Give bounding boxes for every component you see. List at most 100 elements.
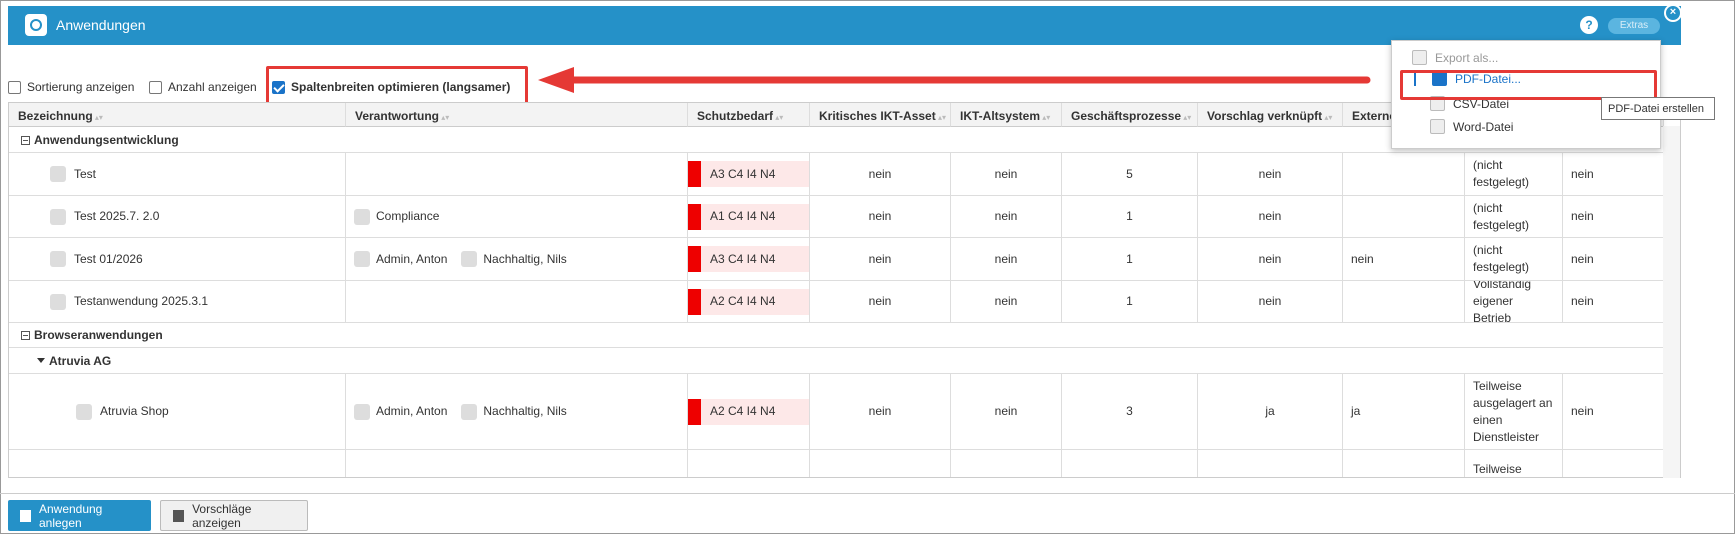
table-cell: nein xyxy=(1563,238,1664,281)
protection-level: A1 C4 I4 N4 xyxy=(688,203,809,230)
toggle-icon[interactable] xyxy=(21,135,30,145)
table-cell: Teilweise ausgelagert an einen Dienstlei… xyxy=(1465,374,1563,450)
button[interactable]: Vorschläge anzeigen xyxy=(160,500,308,531)
app-name: Test 01/2026 xyxy=(74,251,143,266)
table-cell: nein xyxy=(1198,153,1343,196)
table-cell: nein xyxy=(1563,374,1664,450)
column-header: Geschäftsprozesse xyxy=(1062,103,1198,127)
toggle-icon[interactable] xyxy=(37,358,45,363)
checkbox[interactable] xyxy=(149,80,162,94)
table-cell: nein xyxy=(951,281,1062,323)
table-cell: Test xyxy=(9,153,346,196)
table-cell: Admin, Anton Nachhaltig, Nils xyxy=(346,374,688,450)
option[interactable]: Sortierung anzeigen xyxy=(8,80,134,94)
menu-label: PDF-Datei... xyxy=(1455,71,1522,86)
button[interactable]: Anwendung anlegen xyxy=(8,500,151,531)
checkbox[interactable] xyxy=(8,80,21,94)
person-icon xyxy=(461,251,478,267)
table-cell xyxy=(346,450,688,477)
table-cell: (nicht festgelegt) xyxy=(1465,196,1563,238)
table-cell xyxy=(951,450,1062,477)
cell-text: nein xyxy=(868,166,892,181)
table-cell xyxy=(1198,450,1343,477)
menu-title-text: Export als... xyxy=(1435,50,1499,65)
toggle-icon[interactable] xyxy=(21,330,30,340)
person-name: Nachhaltig, Nils xyxy=(483,251,567,266)
cell-text: nein xyxy=(994,166,1018,181)
cell-text: nein xyxy=(1351,251,1374,266)
option-label: Anzahl anzeigen xyxy=(168,80,257,94)
table-cell: nein xyxy=(951,374,1062,450)
button-icon xyxy=(20,509,31,522)
table-cell xyxy=(810,450,951,477)
table-cell: Test 2025.7. 2.0 xyxy=(9,196,346,238)
table-cell xyxy=(1343,281,1465,323)
table-cell: 1 xyxy=(1062,196,1198,238)
cell-text: Teilweise ausgelagert an einen Dienstlei… xyxy=(1473,378,1553,444)
cell-text: nein xyxy=(1258,251,1282,266)
app-icon xyxy=(50,293,66,310)
menu-item[interactable]: CSV-Datei xyxy=(1430,96,1509,111)
help-button[interactable]: ? xyxy=(1580,16,1598,34)
close-button[interactable]: × xyxy=(1664,4,1682,22)
cell-text: Teilweise xyxy=(1473,462,1522,476)
person-name: Admin, Anton xyxy=(376,404,448,418)
table-cell xyxy=(1563,450,1664,477)
person: Admin, Anton xyxy=(354,251,447,268)
column-header: IKT-Altsystem xyxy=(951,103,1062,127)
table-cell xyxy=(1062,450,1198,477)
cell-text: ja xyxy=(1265,404,1275,418)
extras-button[interactable]: Extras xyxy=(1608,18,1660,34)
table-cell: Admin, Anton Nachhaltig, Nils xyxy=(346,238,688,281)
app-icon xyxy=(76,403,92,420)
table-cell: nein xyxy=(951,238,1062,281)
cell-text: nein xyxy=(1258,209,1282,223)
table-cell: A2 C4 I4 N4 xyxy=(688,374,810,450)
table-cell: ja xyxy=(1343,374,1465,450)
cell-text: nein xyxy=(1571,251,1594,266)
arrow xyxy=(538,67,1371,93)
table-cell xyxy=(346,281,688,323)
export-menu: Export als... PDF-Datei... CSV-Datei Word-… xyxy=(1391,40,1661,149)
table-cell: nein xyxy=(1343,238,1465,281)
table-cell: Test 01/2026 xyxy=(9,238,346,281)
menu-item[interactable]: PDF-Datei... xyxy=(1414,71,1521,86)
cell-text: nein xyxy=(994,209,1018,223)
cell-text: nein xyxy=(1571,294,1594,308)
cell-text: nein xyxy=(1571,404,1594,418)
protection-level: A3 C4 I4 N4 xyxy=(688,161,809,187)
scrollbar[interactable] xyxy=(1663,126,1680,478)
option-label: Spaltenbreiten optimieren (langsamer) xyxy=(291,80,511,94)
person-name: Compliance xyxy=(376,209,440,223)
subgroup[interactable]: Atruvia AG xyxy=(9,348,1664,374)
footer-line xyxy=(0,493,1735,494)
option-label: Sortierung anzeigen xyxy=(27,80,135,94)
table-cell: 5 xyxy=(1062,153,1198,196)
table-cell: nein xyxy=(810,374,951,450)
person: Admin, Anton xyxy=(354,403,447,420)
app-icon xyxy=(50,166,66,182)
menu-item[interactable]: Word-Datei xyxy=(1430,119,1513,134)
group[interactable]: Browseranwendungen xyxy=(9,323,1664,348)
table-cell xyxy=(9,450,346,477)
table-cell: nein xyxy=(810,281,951,323)
cell-text: 1 xyxy=(1126,209,1133,223)
person-icon xyxy=(354,403,370,420)
group[interactable]: Anwendungsentwicklung xyxy=(9,128,1664,153)
cell-text: nein xyxy=(868,209,892,223)
column-header: Bezeichnung xyxy=(9,103,346,127)
button-icon xyxy=(173,509,185,522)
menu-label: Word-Datei xyxy=(1453,119,1514,134)
cell-text: nein xyxy=(1571,209,1594,223)
cell-text: nein xyxy=(994,294,1018,308)
person-icon xyxy=(354,251,370,267)
app-name: Testanwendung 2025.3.1 xyxy=(74,294,209,308)
table-cell: ja xyxy=(1198,374,1343,450)
cell-text: nein xyxy=(1258,294,1282,308)
option[interactable]: Spaltenbreiten optimieren (langsamer) xyxy=(272,80,510,94)
checkbox[interactable] xyxy=(272,80,285,94)
table-cell: Testanwendung 2025.3.1 xyxy=(9,281,346,323)
cell-text: nein xyxy=(1258,166,1282,181)
cell-text: (nicht festgelegt) xyxy=(1473,200,1530,232)
option[interactable]: Anzahl anzeigen xyxy=(149,80,257,94)
